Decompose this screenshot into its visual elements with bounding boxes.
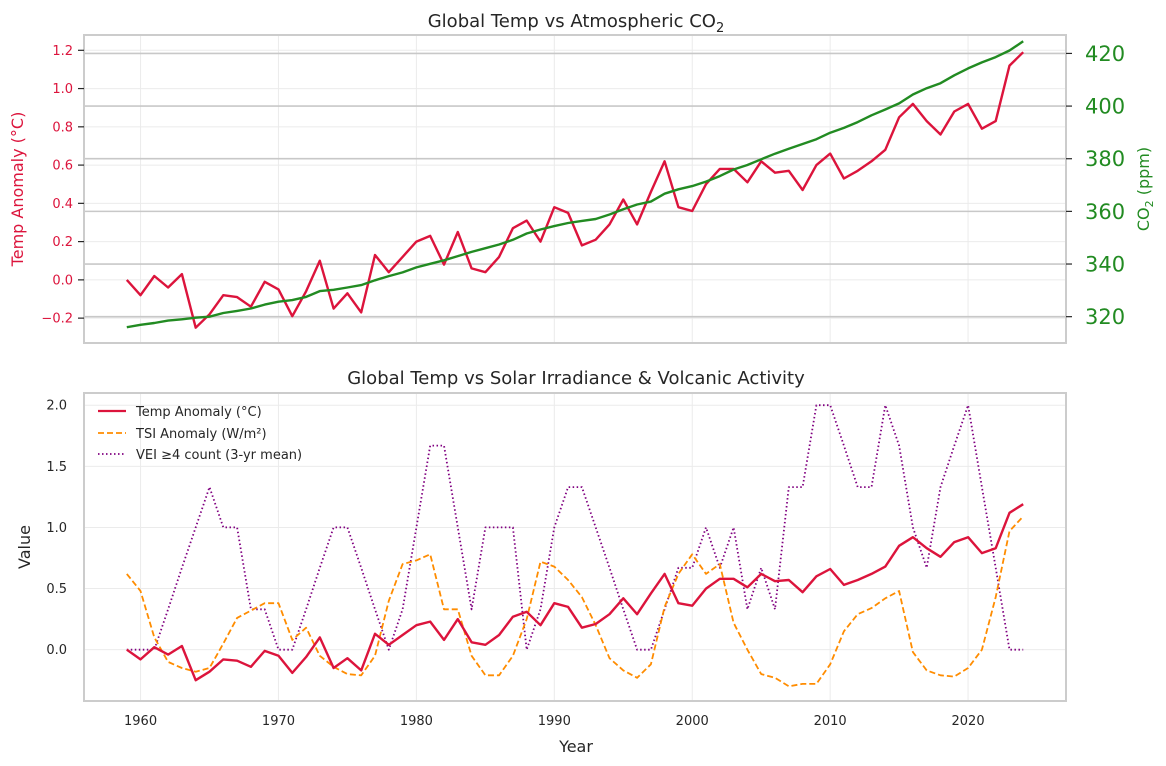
co2-panel-gridlines — [84, 35, 1066, 343]
co2-panel-title: Global Temp vs Atmospheric CO2 — [428, 11, 725, 36]
year-axis-tick-label: 1980 — [400, 714, 433, 729]
solar-volcanic-panel: Global Temp vs Solar Irradiance & Volcan… — [15, 368, 1067, 756]
solar-volcanic-panel-title: Global Temp vs Solar Irradiance & Volcan… — [347, 368, 805, 389]
temp-axis-tick-label: 0.4 — [52, 197, 73, 212]
co2-panel-series — [125, 40, 1025, 329]
legend-label-tsi: TSI Anomaly (W/m²) — [135, 427, 267, 442]
temp-axis-tick-label: 0.8 — [52, 120, 73, 135]
year-axis-tick-label: 2010 — [814, 714, 847, 729]
vei-count-line — [126, 404, 1024, 651]
year-axis-tick-label: 1960 — [124, 714, 157, 729]
year-axis-ticks: 1960 1970 1980 1990 2000 2010 2020 — [124, 714, 985, 729]
co2-axis-tick-label: 400 — [1085, 95, 1125, 119]
legend-label-vei: VEI ≥4 count (3-yr mean) — [136, 448, 302, 463]
year-axis-label: Year — [558, 737, 593, 756]
value-axis-tick-label: 1.5 — [46, 460, 67, 475]
year-axis-tick-label: 1990 — [538, 714, 571, 729]
legend-label-temp: Temp Anomaly (°C) — [135, 405, 262, 420]
co2-axis-tick-label: 380 — [1085, 147, 1125, 171]
temp-axis-tick-label: −0.2 — [41, 312, 73, 327]
year-axis-tick-label: 1970 — [262, 714, 295, 729]
co2-axis-tick-label: 340 — [1085, 253, 1125, 277]
value-axis-tick-label: 2.0 — [46, 399, 67, 414]
solar-volcanic-gridlines — [84, 393, 1066, 701]
co2-axis-tick-label: 360 — [1085, 200, 1125, 224]
temp-axis-ticks: −0.2 0.0 0.2 0.4 0.6 0.8 1.0 1.2 — [41, 44, 84, 327]
year-axis-tick-label: 2000 — [676, 714, 709, 729]
solar-volcanic-frame — [83, 392, 1067, 702]
co2-axis-tick-label: 420 — [1085, 42, 1125, 66]
temp-axis-tick-label: 1.2 — [52, 44, 73, 59]
temp-axis-tick-label: 0.6 — [52, 159, 73, 174]
year-axis-tick-label: 2020 — [952, 714, 985, 729]
temp-axis-tick-label: 0.0 — [52, 273, 73, 288]
value-axis-ticks: 0.0 0.5 1.0 1.5 2.0 — [46, 399, 67, 658]
legend: Temp Anomaly (°C) TSI Anomaly (W/m²) VEI… — [98, 405, 302, 463]
co2-axis-tick-label: 320 — [1085, 305, 1125, 329]
value-axis-label: Value — [15, 525, 34, 569]
legend-entry-tsi: TSI Anomaly (W/m²) — [98, 427, 267, 442]
legend-entry-vei: VEI ≥4 count (3-yr mean) — [98, 448, 302, 463]
temp-axis-tick-label: 0.2 — [52, 235, 73, 250]
temp-axis-tick-label: 1.0 — [52, 82, 73, 97]
co2-panel: Global Temp vs Atmospheric CO2 −0.2 0.0 0.… — [8, 11, 1156, 344]
solar-volcanic-series — [126, 404, 1024, 688]
co2-axis-label: CO2 (ppm) — [1134, 147, 1156, 231]
co2-panel-frame — [83, 34, 1067, 344]
temp-anomaly-line — [126, 503, 1024, 682]
co2-axis-ticks: 320 340 360 380 400 420 — [1066, 42, 1125, 329]
value-axis-tick-label: 0.0 — [46, 643, 67, 658]
co2-panel-right-gridlines — [84, 52, 1066, 318]
temp-axis-label: Temp Anomaly (°C) — [8, 112, 27, 268]
value-axis-tick-label: 1.0 — [46, 521, 67, 536]
value-axis-tick-label: 0.5 — [46, 582, 67, 597]
temp-anomaly-line — [125, 51, 1025, 329]
co2-line — [126, 40, 1024, 329]
legend-entry-temp: Temp Anomaly (°C) — [98, 405, 262, 420]
